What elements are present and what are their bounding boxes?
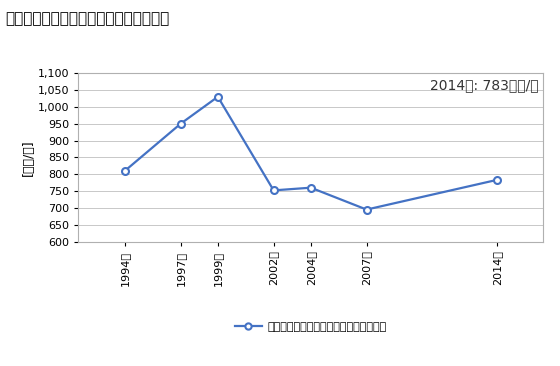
商業の従業者一人当たり年間商品販売額	[214, 94, 221, 99]
Line: 商業の従業者一人当たり年間商品販売額: 商業の従業者一人当たり年間商品販売額	[122, 93, 500, 213]
商業の従業者一人当たり年間商品販売額	[363, 208, 370, 212]
商業の従業者一人当たり年間商品販売額	[122, 169, 128, 173]
Text: 商業の従業者一人当たり年間商品販売額: 商業の従業者一人当たり年間商品販売額	[6, 11, 170, 26]
商業の従業者一人当たり年間商品販売額	[178, 122, 184, 126]
商業の従業者一人当たり年間商品販売額	[493, 178, 500, 182]
Legend: 商業の従業者一人当たり年間商品販売額: 商業の従業者一人当たり年間商品販売額	[230, 318, 391, 337]
Y-axis label: [万円/人]: [万円/人]	[22, 139, 35, 176]
商業の従業者一人当たり年間商品販売額	[270, 188, 277, 193]
Text: 2014年: 783万円/人: 2014年: 783万円/人	[430, 78, 539, 92]
商業の従業者一人当たり年間商品販売額	[307, 186, 314, 190]
